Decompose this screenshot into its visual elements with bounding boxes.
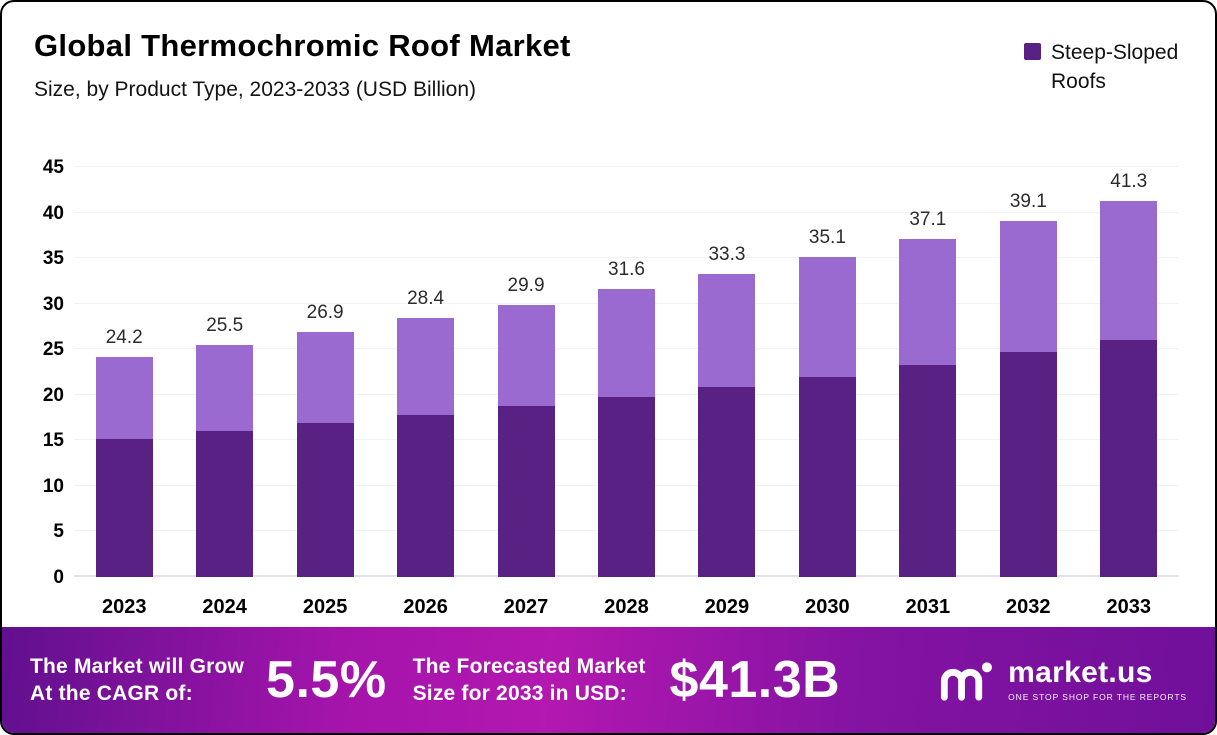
bar-column: 25.5 2024 bbox=[174, 165, 274, 621]
y-axis-tick: 40 bbox=[42, 202, 64, 224]
bar-segment-top bbox=[1100, 200, 1158, 341]
bar-segment-top bbox=[196, 344, 254, 432]
x-axis-label: 2024 bbox=[202, 596, 247, 618]
legend-label: Steep-Sloped Roofs bbox=[1051, 41, 1179, 94]
bar-segment-top bbox=[798, 257, 856, 377]
brand-tagline: ONE STOP SHOP FOR THE REPORTS bbox=[1008, 692, 1187, 702]
y-axis-tick: 20 bbox=[42, 384, 64, 406]
bar-segment-top bbox=[497, 304, 555, 406]
y-axis-tick: 0 bbox=[53, 567, 64, 588]
bar-column: 28.4 2026 bbox=[375, 165, 475, 621]
bar-column: 24.2 2023 bbox=[74, 165, 174, 621]
x-axis-label: 2029 bbox=[704, 596, 750, 618]
bar-value-label: 29.9 bbox=[507, 274, 545, 296]
bar-segment-top bbox=[95, 356, 153, 439]
bar-segment-top bbox=[698, 273, 756, 387]
y-axis-tick: 10 bbox=[42, 475, 64, 497]
forecast-label: The Forecasted Market Size for 2033 in U… bbox=[413, 653, 646, 708]
bar-value-label: 37.1 bbox=[909, 209, 947, 230]
chart-subtitle: Size, by Product Type, 2023-2033 (USD Bi… bbox=[34, 78, 477, 101]
bar-chart: 0 5 10 15 20 25 30 35 40 45 24.2 2023 25.5 2024 26.9 2… bbox=[2, 104, 1215, 627]
bar-segment-top bbox=[296, 331, 354, 424]
y-axis-tick: 45 bbox=[42, 157, 64, 178]
bar-column: 39.1 2032 bbox=[978, 165, 1078, 621]
bar-value-label: 24.2 bbox=[105, 326, 143, 348]
cagr-value: 5.5% bbox=[266, 651, 387, 709]
bar-value-label: 26.9 bbox=[306, 301, 344, 323]
y-axis: 0 5 10 15 20 25 30 35 40 45 bbox=[18, 157, 74, 621]
bar-column: 26.9 2025 bbox=[275, 165, 375, 621]
cagr-label-line2: At the CAGR of: bbox=[30, 682, 193, 705]
bar-value-label: 41.3 bbox=[1110, 170, 1148, 192]
cagr-label-line1: The Market will Grow bbox=[30, 654, 245, 678]
bar-value-label: 25.5 bbox=[206, 314, 244, 336]
bar-segment-steep-sloped-roofs bbox=[196, 431, 254, 577]
bar-segment-steep-sloped-roofs bbox=[397, 414, 455, 577]
x-axis-label: 2028 bbox=[604, 596, 649, 618]
bar-value-label: 35.1 bbox=[808, 227, 846, 249]
y-axis-tick: 5 bbox=[53, 521, 64, 543]
y-axis-tick: 15 bbox=[42, 430, 64, 452]
bar-segment-steep-sloped-roofs bbox=[698, 386, 756, 577]
bar-column: 37.1 2031 bbox=[878, 165, 978, 621]
legend-swatch-icon bbox=[1024, 43, 1041, 60]
bar-segment-steep-sloped-roofs bbox=[1100, 340, 1158, 577]
y-axis-tick: 25 bbox=[42, 339, 64, 361]
bar-segment-steep-sloped-roofs bbox=[95, 438, 153, 577]
brand-text: market.us ONE STOP SHOP FOR THE REPORTS bbox=[1008, 656, 1187, 703]
forecast-value: $41.3B bbox=[669, 651, 841, 709]
y-axis-tick: 35 bbox=[42, 248, 64, 270]
bar-segment-steep-sloped-roofs bbox=[899, 364, 957, 577]
bar-column: 31.6 2028 bbox=[576, 165, 676, 621]
gridline bbox=[74, 211, 1179, 213]
x-axis-label: 2026 bbox=[403, 596, 448, 618]
x-axis-label: 2027 bbox=[503, 596, 549, 618]
x-axis-label: 2033 bbox=[1106, 596, 1152, 618]
x-axis-label: 2023 bbox=[101, 596, 147, 618]
title-block: Global Thermochromic Roof Market Size, b… bbox=[34, 28, 571, 102]
bar-segment-top bbox=[597, 289, 655, 397]
bar-segment-top bbox=[899, 239, 957, 365]
marketus-logo: market.us ONE STOP SHOP FOR THE REPORTS bbox=[938, 657, 1187, 703]
footer-banner: The Market will Grow At the CAGR of: 5.5… bbox=[2, 627, 1215, 733]
gridline bbox=[74, 166, 1179, 167]
gridline bbox=[74, 257, 1179, 259]
bar-value-label: 28.4 bbox=[407, 288, 445, 310]
bar-column: 33.3 2029 bbox=[677, 165, 777, 621]
x-axis-label: 2025 bbox=[302, 596, 348, 618]
brand-name: market.us bbox=[1008, 656, 1153, 689]
bar-value-label: 39.1 bbox=[1009, 190, 1047, 212]
bar-segment-top bbox=[999, 220, 1057, 352]
bar-columns: 24.2 2023 25.5 2024 26.9 2025 28.4 2026 29.9 2027… bbox=[74, 165, 1179, 621]
bar-column: 41.3 2033 bbox=[1079, 165, 1179, 621]
y-axis-tick: 30 bbox=[42, 293, 64, 315]
legend: Steep-Sloped Roofs bbox=[1024, 38, 1181, 97]
bar-column: 29.9 2027 bbox=[476, 165, 576, 621]
bar-segment-steep-sloped-roofs bbox=[597, 396, 655, 577]
page-title: Global Thermochromic Roof Market bbox=[34, 28, 571, 63]
bar-segment-steep-sloped-roofs bbox=[296, 423, 354, 577]
x-axis-label: 2030 bbox=[805, 596, 850, 618]
x-axis-label: 2031 bbox=[905, 596, 951, 618]
bar-column: 35.1 2030 bbox=[777, 165, 877, 621]
forecast-label-line1: The Forecasted Market bbox=[412, 654, 646, 678]
bar-segment-top bbox=[397, 318, 455, 415]
marketus-logo-icon bbox=[941, 662, 993, 701]
plot-area: 24.2 2023 25.5 2024 26.9 2025 28.4 2026 29.9 2027… bbox=[74, 165, 1179, 621]
bar-segment-steep-sloped-roofs bbox=[999, 351, 1057, 577]
bar-value-label: 33.3 bbox=[708, 243, 746, 265]
bar-segment-steep-sloped-roofs bbox=[497, 405, 555, 577]
forecast-label-line2: Size for 2033 in USD: bbox=[412, 682, 627, 705]
bar-value-label: 31.6 bbox=[608, 259, 645, 281]
x-axis-label: 2032 bbox=[1006, 596, 1051, 618]
cagr-label: The Market will Grow At the CAGR of: bbox=[30, 653, 244, 708]
bar-segment-steep-sloped-roofs bbox=[798, 376, 856, 577]
chart-header: Global Thermochromic Roof Market Size, b… bbox=[2, 2, 1215, 102]
